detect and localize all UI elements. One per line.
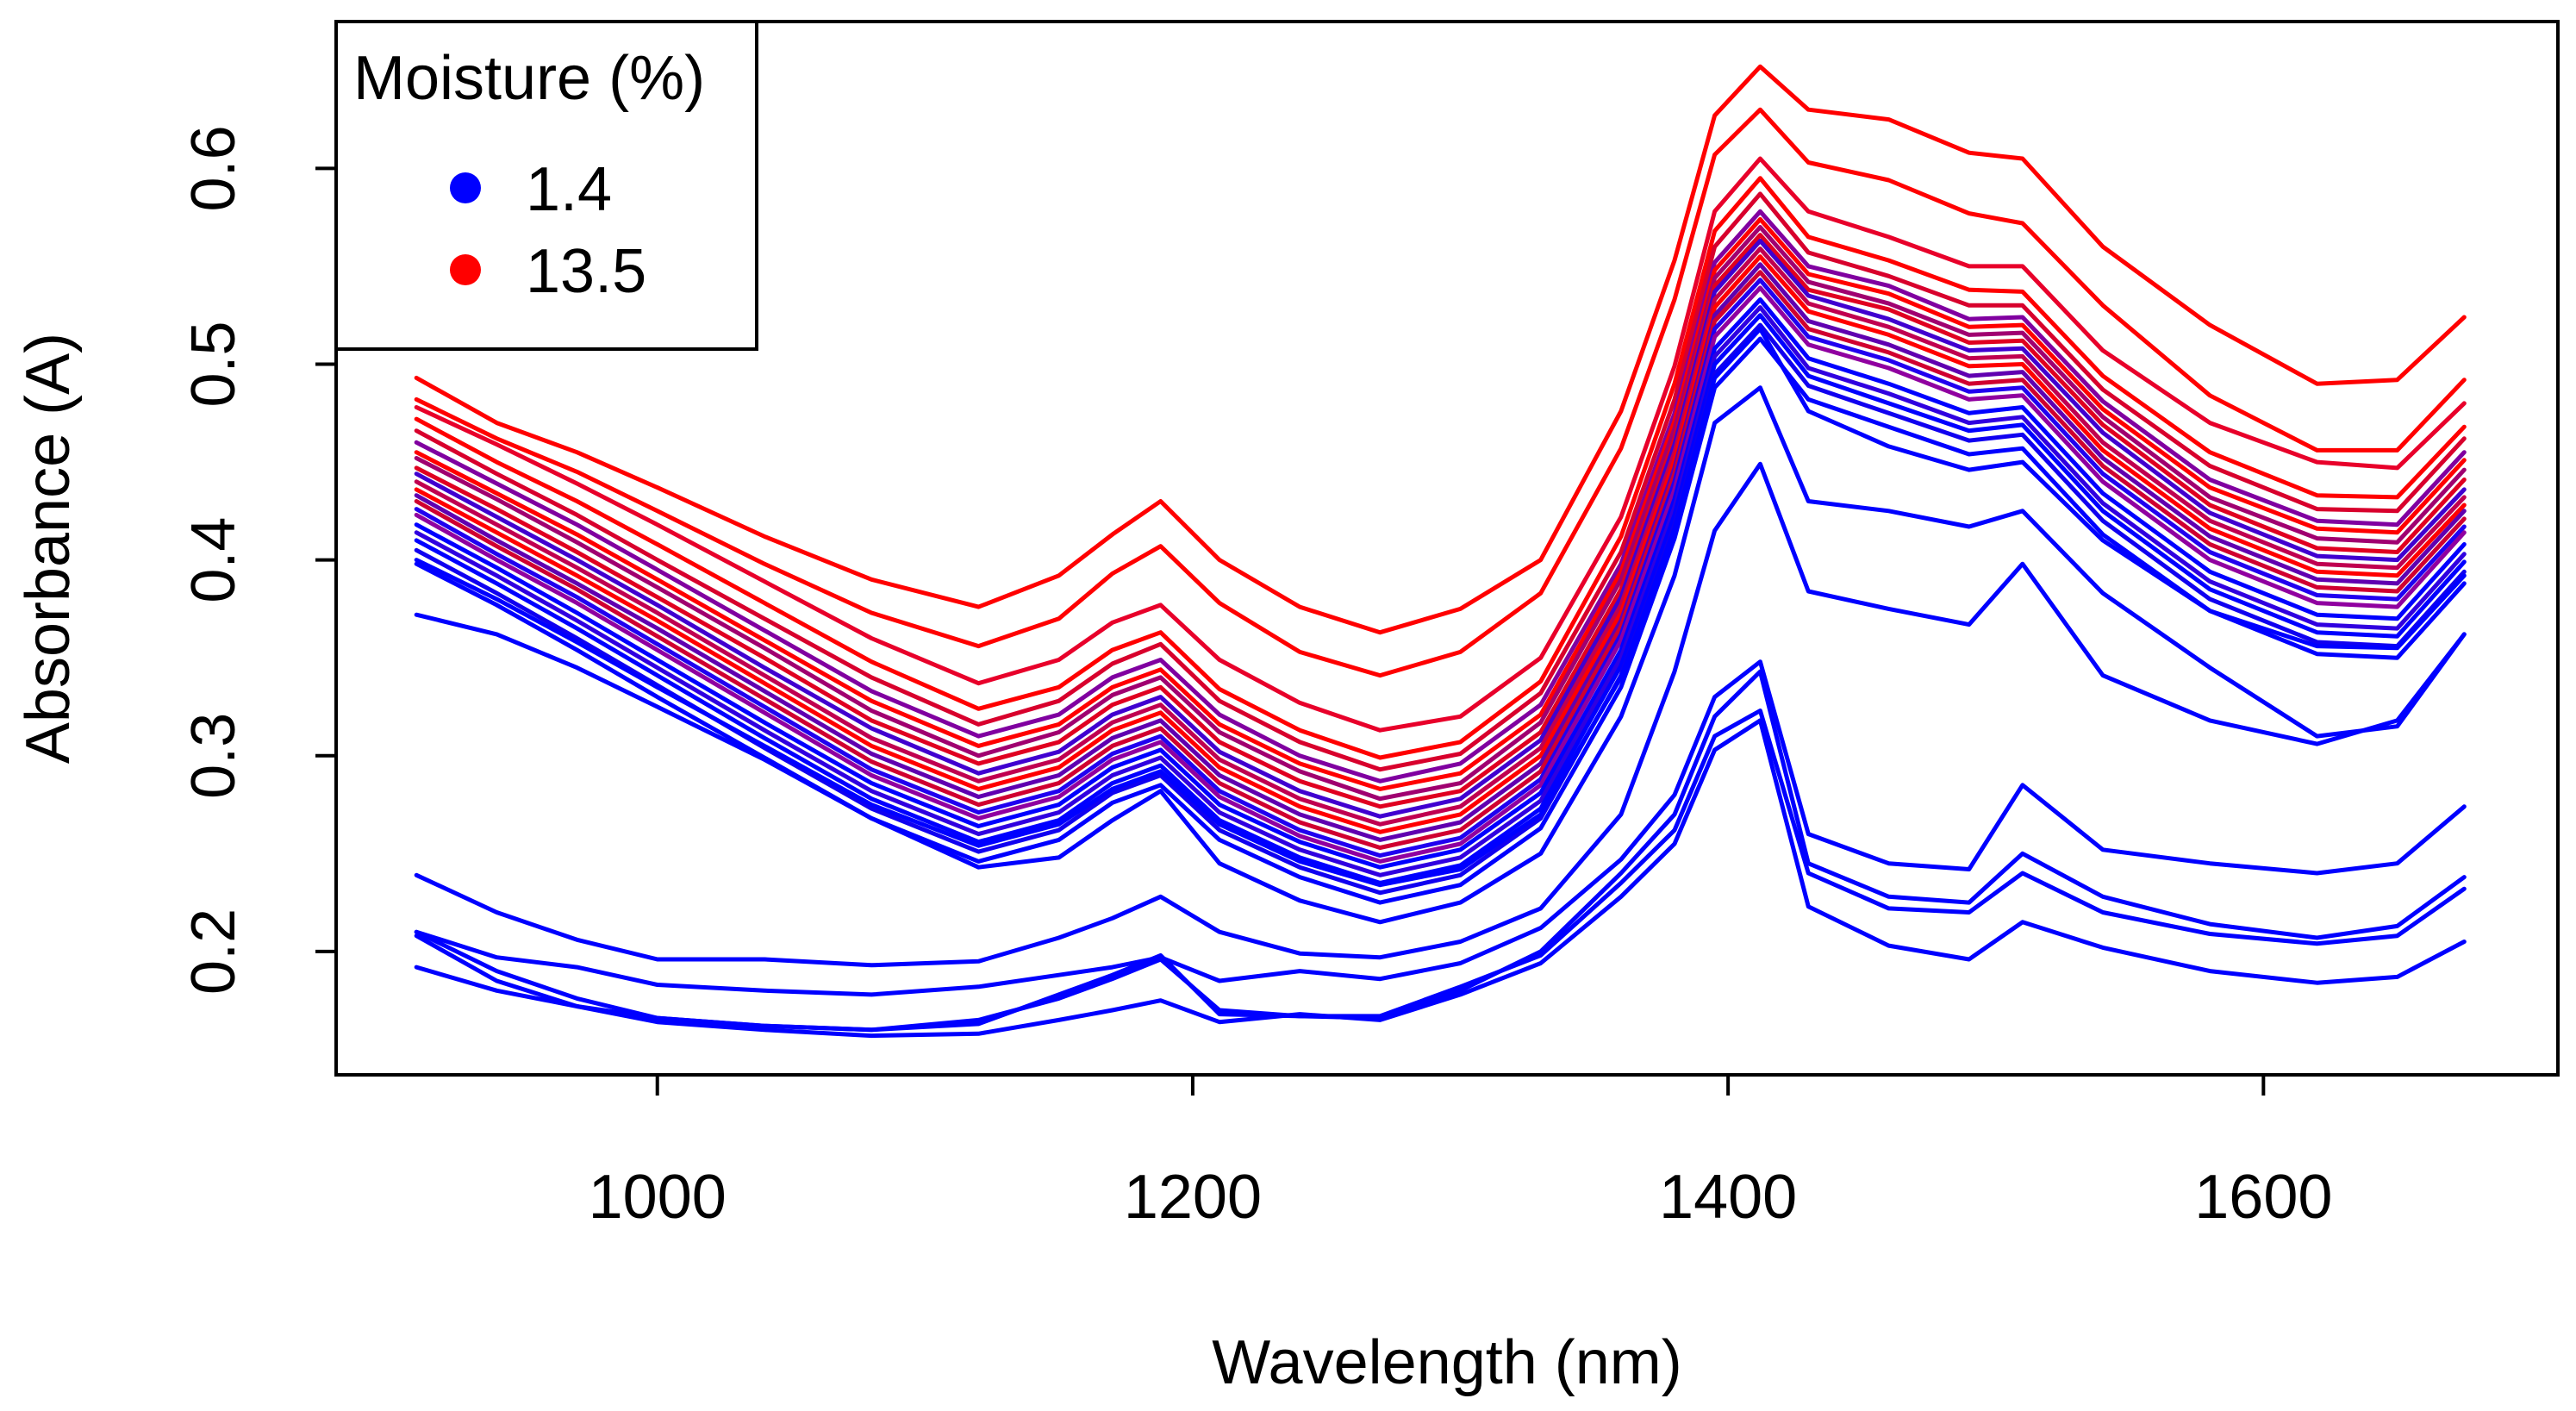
spectrum-line-1 <box>414 64 2467 635</box>
spectrum-line-14 <box>414 270 2467 850</box>
spectrum-line-10 <box>414 238 2467 819</box>
legend-marker-low <box>450 172 481 203</box>
y-axis: 0.2 0.3 0.4 0.5 0.6 <box>179 125 336 995</box>
legend-marker-high <box>450 254 481 285</box>
series-layer <box>414 64 2467 1039</box>
legend-entry-high: 13.5 <box>450 237 646 306</box>
spectrum-line-5 <box>414 191 2467 772</box>
legend-title: Moisture (%) <box>353 44 705 113</box>
spectrum-line-6 <box>414 209 2467 784</box>
x-tick-label-1200: 1200 <box>1124 1163 1262 1232</box>
spectrum-line-18 <box>414 305 2467 877</box>
spectrum-line-13 <box>414 262 2467 842</box>
spectrum-line-16 <box>414 285 2467 864</box>
y-axis-label: Absorbance (A) <box>14 333 83 764</box>
x-axis: 1000 1200 1400 1600 <box>589 1075 2332 1232</box>
legend-label-low: 1.4 <box>526 155 612 224</box>
spectrum-line-17 <box>414 297 2467 870</box>
x-axis-label: Wavelength (nm) <box>1212 1328 1682 1397</box>
spectrum-line-7 <box>414 216 2467 791</box>
spectrum-line-4 <box>414 176 2467 760</box>
legend: Moisture (%) 1.4 13.5 <box>334 20 758 351</box>
spectrum-line-28 <box>414 718 2467 1039</box>
x-tick-label-1000: 1000 <box>589 1163 727 1232</box>
spectrum-line-27 <box>414 709 2467 1033</box>
spectrum-line-23 <box>414 385 2467 925</box>
legend-box <box>334 20 758 351</box>
x-tick-label-1400: 1400 <box>1659 1163 1797 1232</box>
spectrum-line-15 <box>414 278 2467 858</box>
spectrum-line-11 <box>414 247 2467 827</box>
y-tick-label-0.5: 0.5 <box>179 321 248 407</box>
spectrum-line-8 <box>414 225 2467 802</box>
y-tick-label-0.2: 0.2 <box>179 908 248 995</box>
spectrum-line-22 <box>414 327 2467 888</box>
legend-entry-low: 1.4 <box>450 155 612 224</box>
y-tick-label-0.3: 0.3 <box>179 713 248 799</box>
plot-frame <box>334 20 2560 1077</box>
spectrum-line-2 <box>414 107 2467 678</box>
spectrum-line-20 <box>414 322 2467 896</box>
y-tick-label-0.6: 0.6 <box>179 125 248 211</box>
spectrum-line-25 <box>414 659 2467 997</box>
spectrum-line-19 <box>414 313 2467 885</box>
x-tick-label-1600: 1600 <box>2194 1163 2332 1232</box>
spectrum-line-3 <box>414 156 2467 733</box>
spectrum-line-24 <box>414 461 2467 968</box>
y-tick-label-0.4: 0.4 <box>179 517 248 603</box>
spectrum-line-9 <box>414 233 2467 809</box>
spectrum-line-12 <box>414 254 2467 834</box>
legend-label-high: 13.5 <box>526 237 646 306</box>
